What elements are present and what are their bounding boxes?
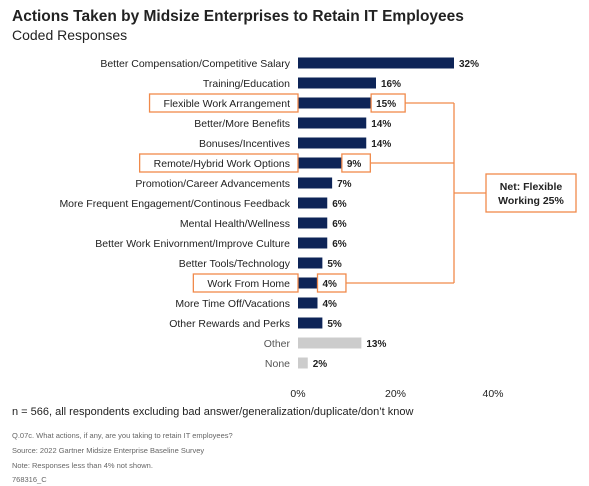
category-label-more-time-off-vacations: More Time Off/Vacations [175, 298, 290, 310]
category-label-work-from-home: Work From Home [207, 278, 290, 290]
category-label-better-work-enivornment-improve-culture: Better Work Enivornment/Improve Culture [95, 238, 290, 250]
highlight-box-work-from-home [192, 273, 299, 293]
x-tick-label-0: 0% [290, 388, 305, 400]
bar-mental-health-wellness [298, 217, 328, 229]
bar-training-education [298, 77, 376, 89]
category-label-other-rewards-and-perks: Other Rewards and Perks [169, 318, 290, 330]
value-label-promotion-career-advancements: 7% [337, 179, 352, 190]
bar-better-work-enivornment-improve-culture [298, 237, 328, 249]
bar-other [298, 337, 362, 349]
question-note: Q.07c. What actions, if any, are you tak… [12, 431, 233, 440]
value-label-other: 13% [366, 339, 386, 350]
annotation-box [485, 173, 577, 213]
category-label-flexible-work-arrangement: Flexible Work Arrangement [164, 98, 291, 110]
responses-note: Note: Responses less than 4% not shown. [12, 461, 153, 470]
bar-flexible-work-arrangement [298, 97, 372, 109]
highlight-box-flexible-work-arrangement [148, 93, 299, 113]
value-label-training-education: 16% [381, 79, 401, 90]
value-label-bonuses-incentives: 14% [371, 139, 391, 150]
x-tick-label-40: 40% [482, 388, 503, 400]
value-label-better-work-enivornment-improve-culture: 6% [332, 239, 347, 250]
category-label-more-frequent-engagement-continous-feedback: More Frequent Engagement/Continous Feedb… [59, 198, 290, 210]
bar-work-from-home [298, 277, 318, 289]
chart-title: Actions Taken by Midsize Enterprises to … [12, 8, 464, 25]
bar-better-more-benefits [298, 117, 367, 129]
figure-id: 768316_C [12, 475, 47, 484]
bar-other-rewards-and-perks [298, 317, 323, 329]
value-label-better-tools-technology: 5% [327, 259, 342, 270]
category-label-better-tools-technology: Better Tools/Technology [179, 258, 291, 270]
bar-better-compensation-competitive-salary [298, 57, 454, 69]
value-label-none: 2% [313, 359, 328, 370]
category-label-bonuses-incentives: Bonuses/Incentives [199, 138, 290, 150]
chart-subtitle: Coded Responses [12, 27, 128, 43]
annotation-line-1: Net: Flexible [500, 181, 563, 193]
value-label-better-more-benefits: 14% [371, 119, 391, 130]
category-label-none: None [265, 358, 290, 370]
category-label-mental-health-wellness: Mental Health/Wellness [180, 218, 290, 230]
value-label-more-time-off-vacations: 4% [323, 299, 338, 310]
category-label-better-more-benefits: Better/More Benefits [194, 118, 290, 130]
x-tick-label-20: 20% [385, 388, 406, 400]
bar-chart: Better Compensation/Competitive Salary 32… [59, 57, 577, 400]
bar-none [298, 357, 308, 369]
bar-better-tools-technology [298, 257, 323, 269]
category-label-training-education: Training/Education [203, 78, 290, 90]
value-label-other-rewards-and-perks: 5% [327, 319, 342, 330]
value-label-work-from-home: 4% [323, 279, 338, 290]
category-label-promotion-career-advancements: Promotion/Career Advancements [135, 178, 290, 190]
value-label-remote-hybrid-work-options: 9% [347, 159, 362, 170]
bar-more-time-off-vacations [298, 297, 318, 309]
value-label-better-compensation-competitive-salary: 32% [459, 59, 479, 70]
annotation-line-2: Working 25% [498, 195, 564, 207]
bar-bonuses-incentives [298, 137, 367, 149]
source-note: Source: 2022 Gartner Midsize Enterprise … [12, 446, 205, 455]
value-label-more-frequent-engagement-continous-feedback: 6% [332, 199, 347, 210]
highlight-box-remote-hybrid-work-options [138, 153, 299, 173]
bar-more-frequent-engagement-continous-feedback [298, 197, 328, 209]
bar-remote-hybrid-work-options [298, 157, 342, 169]
category-label-better-compensation-competitive-salary: Better Compensation/Competitive Salary [100, 58, 290, 70]
value-label-flexible-work-arrangement: 15% [376, 99, 396, 110]
category-label-remote-hybrid-work-options: Remote/Hybrid Work Options [154, 158, 290, 170]
value-label-mental-health-wellness: 6% [332, 219, 347, 230]
sample-size-note: n = 566, all respondents excluding bad a… [12, 406, 414, 418]
category-label-other: Other [264, 338, 291, 350]
bar-promotion-career-advancements [298, 177, 333, 189]
